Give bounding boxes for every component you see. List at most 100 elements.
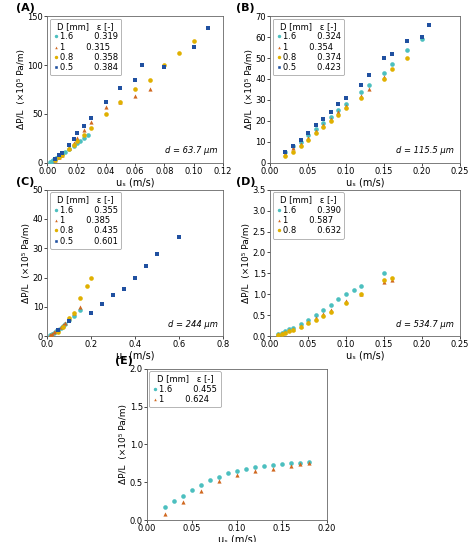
Point <box>161 510 169 519</box>
Text: (C): (C) <box>16 177 34 187</box>
Point <box>131 75 139 84</box>
Point <box>59 323 66 332</box>
Point <box>87 273 95 282</box>
Point <box>55 326 62 334</box>
Point <box>49 156 57 164</box>
Point <box>131 273 139 282</box>
Point <box>327 117 335 125</box>
Point <box>357 281 365 290</box>
Point <box>204 24 212 33</box>
Text: d = 63.7 μm: d = 63.7 μm <box>165 146 218 156</box>
Point <box>70 308 78 317</box>
Legend: 1.6        0.319, 1        0.315, 0.8        0.358, 0.5        0.384: 1.6 0.319, 1 0.315, 0.8 0.358, 0.5 0.384 <box>50 19 121 75</box>
Y-axis label: ΔP/L  (×10⁵ Pa/m): ΔP/L (×10⁵ Pa/m) <box>17 49 26 130</box>
Point <box>380 75 388 83</box>
Point <box>312 121 319 130</box>
Point <box>269 461 277 469</box>
Point <box>319 114 327 123</box>
Point <box>305 459 313 467</box>
Point <box>54 152 62 161</box>
Point <box>285 327 293 336</box>
Point <box>282 148 289 157</box>
Point <box>58 150 66 158</box>
Point <box>388 49 395 58</box>
Point <box>388 273 395 282</box>
Point <box>87 124 95 133</box>
Point <box>289 141 297 150</box>
Point <box>342 104 350 113</box>
Point <box>65 314 73 323</box>
Point <box>65 314 73 323</box>
Point <box>342 297 350 306</box>
Point <box>304 316 312 325</box>
Point <box>342 299 350 308</box>
Point <box>312 314 319 323</box>
Point <box>365 70 373 79</box>
Point <box>327 108 335 117</box>
Point <box>327 306 335 314</box>
Point <box>251 467 259 475</box>
Point <box>70 311 78 320</box>
Text: d = 115.5 μm: d = 115.5 μm <box>396 146 454 156</box>
Point <box>55 151 63 160</box>
Point <box>179 492 187 500</box>
Point <box>312 129 319 138</box>
Point <box>51 154 58 163</box>
Point <box>285 326 293 334</box>
Point <box>357 92 365 100</box>
Point <box>327 307 335 316</box>
Point <box>426 20 433 29</box>
Y-axis label: ΔP/L  (×10⁵ Pa/m): ΔP/L (×10⁵ Pa/m) <box>245 49 254 130</box>
Point <box>65 315 73 324</box>
Point <box>312 125 319 133</box>
Point <box>170 497 178 506</box>
Text: d = 534.7 μm: d = 534.7 μm <box>396 320 454 328</box>
Point <box>380 269 388 278</box>
Point <box>350 286 357 294</box>
Point <box>233 467 241 475</box>
Legend: 1.6        0.455, 1        0.624: 1.6 0.455, 1 0.624 <box>149 371 221 407</box>
Text: (E): (E) <box>115 356 132 365</box>
Point <box>260 461 268 470</box>
Point <box>251 463 259 472</box>
Point <box>161 63 168 72</box>
Point <box>73 137 81 145</box>
Point <box>297 136 304 144</box>
Point <box>65 144 73 152</box>
Point <box>73 139 81 147</box>
Point <box>161 61 168 69</box>
Point <box>51 154 58 163</box>
Point <box>380 54 388 62</box>
X-axis label: uₛ (m/s): uₛ (m/s) <box>218 535 256 542</box>
Point <box>146 85 154 94</box>
Point <box>131 85 139 94</box>
Point <box>327 300 335 309</box>
Point <box>161 502 169 511</box>
Point <box>59 321 66 330</box>
Point <box>102 102 109 111</box>
Point <box>47 330 55 339</box>
Point <box>76 305 84 314</box>
Point <box>380 278 388 286</box>
Point <box>305 457 313 466</box>
Point <box>289 324 297 333</box>
Point <box>70 139 78 147</box>
Point <box>87 117 95 126</box>
Point <box>297 320 304 328</box>
Point <box>52 153 60 162</box>
Point <box>55 325 62 334</box>
Point <box>297 137 304 146</box>
Point <box>365 85 373 94</box>
Point <box>380 73 388 81</box>
Point <box>76 294 84 302</box>
Point <box>109 291 117 299</box>
Point <box>175 49 182 57</box>
Point <box>357 290 365 299</box>
X-axis label: uₛ (m/s): uₛ (m/s) <box>116 177 155 187</box>
Point <box>304 318 312 327</box>
Point <box>51 156 58 164</box>
Point <box>61 318 69 327</box>
Point <box>282 328 289 337</box>
Point <box>46 157 54 166</box>
Point <box>51 156 58 164</box>
